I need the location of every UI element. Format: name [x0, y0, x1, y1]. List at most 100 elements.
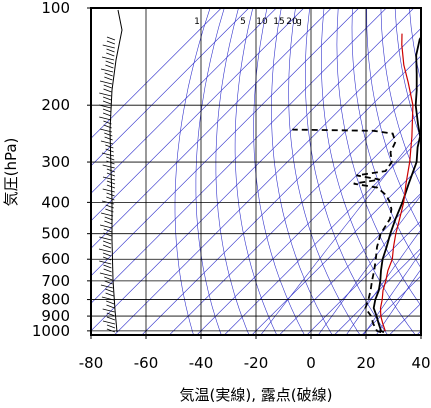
wind-barb	[104, 76, 113, 81]
wind-barb	[103, 228, 112, 233]
isotherm-line	[91, 8, 360, 277]
wind-barb	[104, 220, 113, 225]
wind-barb	[99, 92, 112, 97]
wind-barb	[106, 172, 116, 177]
wind-barb	[99, 260, 112, 265]
wind-barb	[102, 252, 112, 257]
wind-barb	[100, 284, 114, 289]
mixing-ratio-line	[363, 251, 421, 335]
dry-adiabat-line	[174, 8, 211, 335]
wind-barb	[103, 124, 112, 129]
wind-barb	[105, 148, 114, 153]
wind-barb	[104, 276, 113, 281]
wind-barb	[106, 300, 115, 305]
wind-barb	[102, 96, 112, 101]
mixing-ratio-label: 20	[286, 17, 298, 27]
wind-barb	[106, 312, 115, 317]
wind-barb	[104, 72, 113, 77]
wind-barb	[105, 292, 114, 297]
wind-barb	[106, 328, 116, 333]
x-tick-label: -80	[79, 354, 104, 372]
wind-barb	[100, 68, 114, 73]
grid-lines	[91, 8, 421, 335]
dry-adiabat-line	[336, 8, 421, 307]
y-tick-label: 900	[41, 307, 70, 325]
parcel-line	[379, 33, 414, 332]
wind-barb	[106, 316, 116, 321]
wind-barb	[99, 116, 112, 121]
temperature-line	[372, 35, 421, 334]
wind-barb	[101, 56, 115, 61]
wind-barb-staff	[109, 9, 123, 333]
dry-adiabat-line	[351, 8, 421, 269]
mixing-ratio-line	[260, 129, 421, 335]
isotherm-line	[416, 330, 421, 335]
wind-barb	[98, 104, 112, 109]
wind-barb	[103, 88, 112, 93]
wind-barb	[100, 140, 114, 145]
x-tick-label: -40	[189, 354, 214, 372]
isotherm-line	[169, 82, 421, 335]
wind-barb	[106, 156, 115, 161]
mixing-ratio-label: g	[296, 17, 302, 27]
y-tick-label: 800	[41, 291, 70, 309]
wind-barb	[99, 224, 113, 229]
wind-barb	[103, 232, 112, 237]
dry-adiabat-line	[234, 8, 278, 335]
wind-barb	[106, 160, 115, 165]
wind-barb	[103, 268, 112, 273]
wind-barb	[106, 180, 116, 185]
dry-adiabat-line	[253, 8, 305, 335]
wind-barb	[104, 280, 113, 285]
wind-barb	[104, 136, 113, 141]
x-tick-label: 40	[411, 354, 430, 372]
wind-barb	[101, 152, 115, 157]
wind-barb	[102, 44, 115, 49]
wind-barb	[106, 36, 116, 41]
wind-barb	[106, 304, 115, 309]
wind-barb	[106, 192, 115, 197]
x-axis-ticks: -80 -60 -40 -20 0 20 40	[79, 335, 431, 372]
dry-adiabat-line	[424, 8, 431, 335]
dry-adiabat-line	[215, 8, 250, 335]
dry-adiabat-line	[271, 8, 333, 335]
mixing-ratio-line	[375, 268, 421, 335]
x-tick-label: -60	[134, 354, 159, 372]
wind-barb	[106, 324, 116, 329]
wind-barb	[106, 40, 116, 45]
wind-barb	[102, 112, 112, 117]
y-tick-label: 700	[41, 272, 70, 290]
wind-barb	[105, 60, 114, 65]
wind-barb	[106, 48, 115, 53]
wind-barb	[102, 256, 112, 261]
wind-barb	[105, 64, 114, 69]
mixing-ratio-labels: 1 5 10 15 20g	[194, 17, 302, 27]
y-tick-label: 1000	[32, 322, 70, 340]
wind-barb	[102, 244, 112, 249]
y-tick-label: 600	[41, 250, 70, 268]
wind-barb	[101, 296, 115, 301]
dry-adiabat-line	[366, 8, 421, 230]
dry-adiabat-line	[380, 8, 421, 187]
wind-barb	[106, 184, 116, 189]
wind-barb	[102, 176, 116, 181]
series-layer	[292, 33, 421, 334]
y-tick-label: 500	[41, 225, 70, 243]
wind-barbs	[98, 9, 123, 333]
wind-barb	[98, 248, 112, 253]
y-tick-label: 300	[41, 153, 70, 171]
isotherm-line	[389, 302, 421, 335]
wind-barb	[106, 196, 115, 201]
wind-barb	[102, 188, 115, 193]
dewpoint-line	[292, 128, 397, 334]
x-axis-label: 気温(実線), 露点(破線)	[180, 386, 333, 404]
wind-barb	[103, 120, 112, 125]
isotherm-line	[91, 8, 332, 249]
mixing-ratio-label: 1	[194, 17, 200, 27]
wind-barb	[100, 212, 114, 217]
wind-barb	[102, 100, 112, 105]
wind-barb	[102, 308, 115, 313]
y-tick-label: 200	[41, 96, 70, 114]
